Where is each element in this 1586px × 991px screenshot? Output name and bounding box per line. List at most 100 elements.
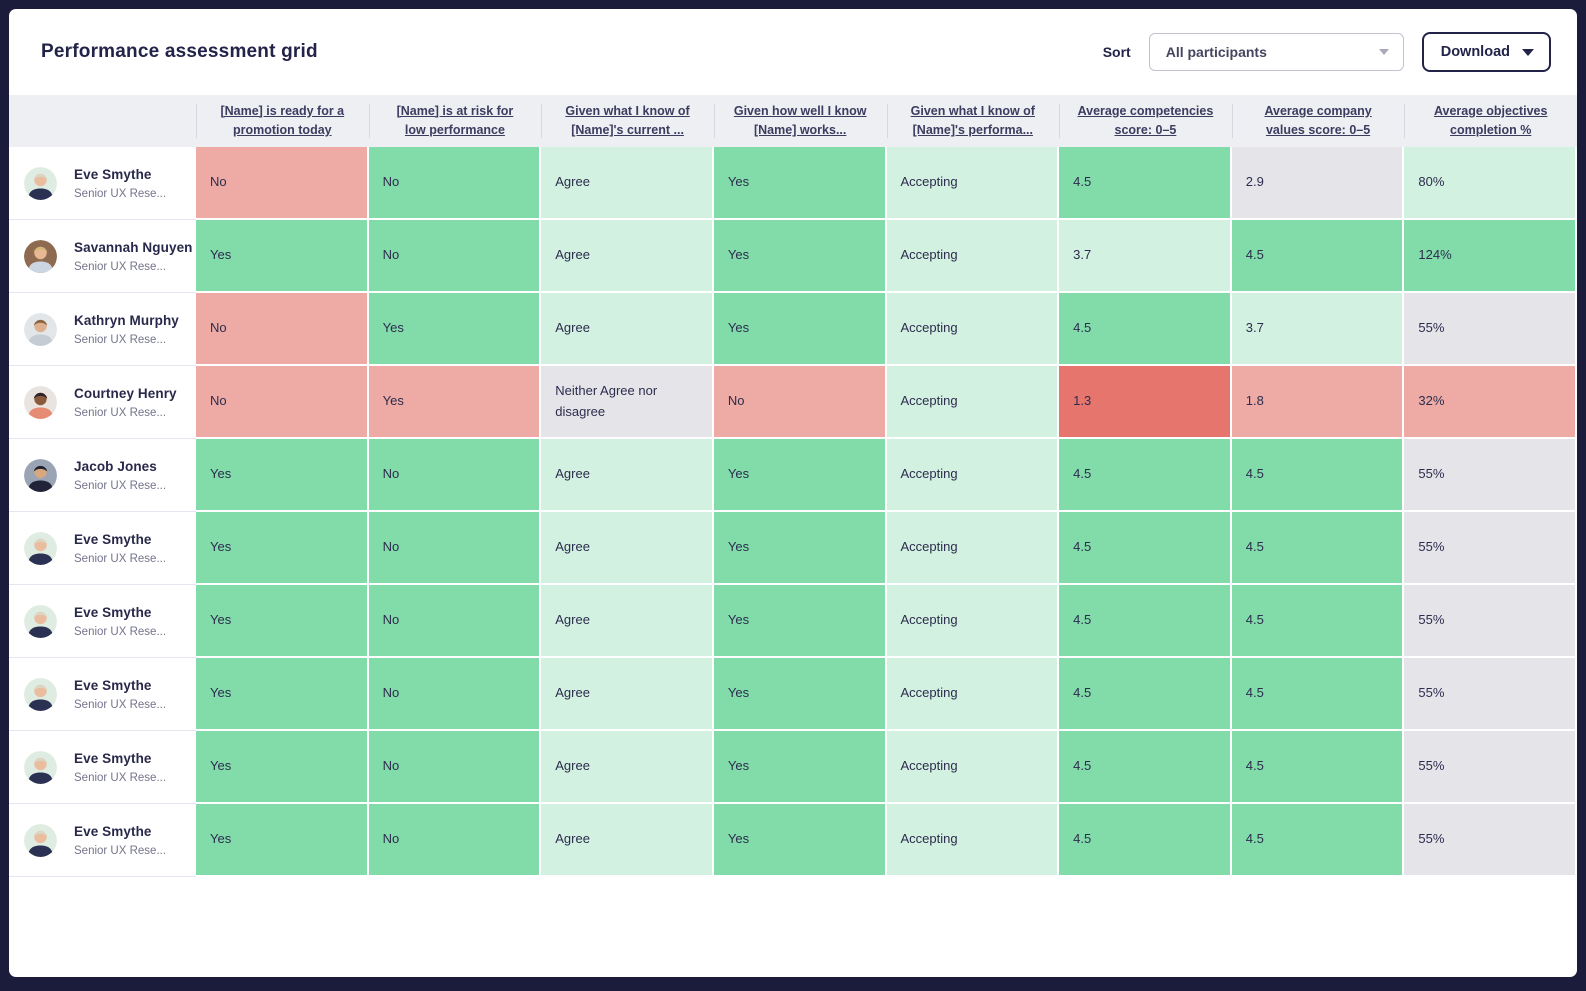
column-header-7: Average company values score: 0–5 (1231, 95, 1405, 147)
assessment-cell-value: Yes (727, 685, 750, 701)
assessment-cell: 124% (1404, 220, 1577, 293)
assessment-cell-value: Accepting (900, 831, 958, 847)
assessment-cell-value: Agree (555, 466, 590, 482)
download-button[interactable]: Download (1421, 32, 1551, 72)
assessment-cell-value: Accepting (900, 174, 958, 190)
assessment-cell-value: 55% (1418, 831, 1445, 847)
assessment-cell: 4.5 (1231, 512, 1405, 585)
assessment-cell: Neither Agree nor disagree (541, 366, 714, 439)
participant-role: Senior UX Rese... (74, 625, 167, 638)
participant-name: Courtney Henry (74, 385, 177, 401)
assessment-cell-value: Yes (382, 393, 404, 409)
assessment-cell-value: 4.5 (1245, 247, 1264, 263)
assessment-cell-value: No (382, 685, 400, 701)
assessment-cell: Yes (196, 439, 369, 512)
assessment-cell-value: 4.5 (1073, 685, 1092, 701)
assessment-cell: Yes (713, 439, 887, 512)
assessment-cell-value: Agree (555, 539, 590, 555)
assessment-cell: 1.3 (1059, 366, 1232, 439)
assessment-cell-value: Yes (727, 758, 750, 774)
column-header-8: Average objectives completion % (1404, 95, 1577, 147)
assessment-cell: 4.5 (1059, 804, 1232, 877)
assessment-cell-value: 4.5 (1073, 612, 1092, 628)
assessment-cell-value: Agree (555, 174, 590, 190)
assessment-cell-value: Accepting (900, 466, 958, 482)
participant-info: Eve Smythe Senior UX Rese... (74, 751, 166, 784)
assessment-cell-value: Accepting (900, 685, 958, 701)
assessment-cell: Yes (713, 804, 887, 877)
assessment-cell-value: No (382, 466, 400, 482)
assessment-cell-value: No (382, 612, 400, 628)
sort-label: Sort (1102, 44, 1131, 60)
assessment-cell: Accepting (886, 366, 1060, 439)
assessment-cell-value: Yes (210, 247, 232, 263)
assessment-cell-value: Agree (555, 612, 590, 628)
assessment-cell-value: 80% (1418, 174, 1445, 190)
column-header-link[interactable]: Average objectives completion % (1433, 103, 1548, 137)
assessment-cell: Agree (541, 585, 714, 658)
participant-name: Eve Smythe (74, 677, 152, 693)
assessment-cell: Agree (541, 147, 714, 220)
participant-name: Eve Smythe (74, 750, 152, 766)
assessment-cell: Yes (713, 512, 887, 585)
assessment-cell: Yes (196, 512, 369, 585)
assessment-cell-value: 4.5 (1073, 466, 1092, 482)
assessment-cell: No (368, 439, 542, 512)
assessment-cell-value: 4.5 (1245, 612, 1264, 628)
participant-name: Jacob Jones (74, 458, 157, 474)
assessment-cell: 4.5 (1231, 804, 1405, 877)
assessment-cell: 55% (1404, 731, 1577, 804)
assessment-cell: No (368, 585, 542, 658)
participant-cell: Eve Smythe Senior UX Rese... (9, 731, 196, 804)
assessment-cell-value: Agree (555, 758, 590, 774)
assessment-cell-value: Yes (727, 612, 750, 628)
sort-dropdown[interactable]: All participants (1148, 33, 1404, 71)
participant-info: Eve Smythe Senior UX Rese... (74, 678, 166, 711)
assessment-cell-value: 4.5 (1073, 320, 1092, 336)
assessment-cell-value: 3.7 (1073, 247, 1092, 263)
assessment-cell-value: No (210, 393, 227, 409)
assessment-cell: 4.5 (1231, 220, 1405, 293)
page-title: Performance assessment grid (41, 41, 318, 62)
column-header-2: [Name] is at risk for low performance (368, 95, 542, 147)
assessment-cell-value: Agree (555, 685, 590, 701)
assessment-cell: 4.5 (1059, 512, 1232, 585)
avatar (24, 823, 57, 857)
assessment-cell-value: 4.5 (1245, 539, 1264, 555)
participant-info: Eve Smythe Senior UX Rese... (74, 532, 166, 565)
column-header-link[interactable]: Average competencies score: 0–5 (1077, 103, 1214, 137)
assessment-cell-value: No (382, 174, 400, 190)
participant-name: Savannah Nguyen (74, 239, 193, 255)
column-header-link[interactable]: Given how well I know [Name] works... (733, 103, 867, 137)
participant-cell: Savannah Nguyen Senior UX Rese... (9, 220, 196, 293)
assessment-cell-value: Neither Agree nor disagree (555, 383, 658, 419)
assessment-cell-value: 2.9 (1245, 174, 1264, 190)
column-header-link[interactable]: Average company values score: 0–5 (1264, 103, 1372, 137)
column-header-link[interactable]: Given what I know of [Name]'s current ..… (565, 103, 690, 137)
assessment-cell: No (368, 658, 542, 731)
assessment-cell-value: 4.5 (1245, 831, 1264, 847)
assessment-cell: 4.5 (1059, 293, 1232, 366)
assessment-cell: Accepting (886, 731, 1060, 804)
participant-name: Eve Smythe (74, 166, 152, 182)
participant-cell: Eve Smythe Senior UX Rese... (9, 585, 196, 658)
assessment-cell: No (713, 366, 887, 439)
assessment-cell: No (368, 512, 542, 585)
column-header-link[interactable]: [Name] is at risk for low performance (396, 103, 514, 137)
column-header-link[interactable]: [Name] is ready for a promotion today (220, 103, 345, 137)
participant-role: Senior UX Rese... (74, 552, 167, 565)
participant-info: Jacob Jones Senior UX Rese... (74, 459, 166, 492)
assessment-cell: Yes (713, 147, 887, 220)
assessment-cell-value: Accepting (900, 539, 958, 555)
column-header-link[interactable]: Given what I know of [Name]'s performa..… (910, 103, 1035, 137)
assessment-cell: Agree (541, 220, 714, 293)
assessment-cell-value: 55% (1418, 539, 1445, 555)
assessment-cell-value: 124% (1418, 247, 1452, 263)
assessment-cell: 55% (1404, 585, 1577, 658)
assessment-cell: 3.7 (1059, 220, 1232, 293)
participant-cell: Courtney Henry Senior UX Rese... (9, 366, 196, 439)
avatar (24, 458, 57, 492)
chevron-down-icon (1378, 49, 1389, 55)
assessment-cell-value: Yes (382, 320, 404, 336)
assessment-cell-value: Yes (210, 758, 232, 774)
